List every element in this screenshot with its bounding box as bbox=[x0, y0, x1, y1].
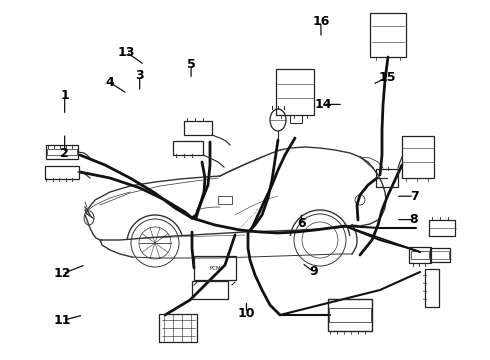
Bar bbox=[276, 69, 314, 115]
Bar bbox=[431, 251, 449, 259]
Text: 3: 3 bbox=[135, 69, 144, 82]
Text: 9: 9 bbox=[309, 265, 318, 278]
Bar bbox=[429, 220, 455, 236]
Bar bbox=[47, 149, 77, 155]
Bar bbox=[328, 299, 372, 331]
Text: 11: 11 bbox=[54, 314, 72, 327]
Bar bbox=[290, 115, 302, 123]
Bar bbox=[402, 136, 434, 178]
Text: 1: 1 bbox=[60, 89, 69, 102]
Text: 13: 13 bbox=[118, 46, 135, 59]
Text: PCM: PCM bbox=[209, 266, 221, 270]
Text: 7: 7 bbox=[410, 190, 418, 203]
Text: 6: 6 bbox=[297, 217, 306, 230]
Text: 8: 8 bbox=[410, 213, 418, 226]
Text: 16: 16 bbox=[312, 15, 330, 28]
Text: 10: 10 bbox=[238, 307, 255, 320]
Bar bbox=[409, 247, 431, 263]
Text: 12: 12 bbox=[54, 267, 72, 280]
Text: 4: 4 bbox=[106, 76, 115, 89]
Bar bbox=[46, 145, 78, 159]
Bar bbox=[425, 269, 439, 307]
Bar bbox=[184, 121, 212, 135]
Bar bbox=[411, 251, 429, 259]
Bar bbox=[370, 13, 406, 57]
Ellipse shape bbox=[270, 109, 286, 131]
Bar bbox=[45, 166, 79, 179]
Bar bbox=[194, 256, 236, 280]
Text: 5: 5 bbox=[187, 58, 196, 71]
Bar bbox=[376, 169, 398, 187]
Bar bbox=[218, 196, 232, 204]
Text: 15: 15 bbox=[378, 71, 396, 84]
Bar bbox=[430, 248, 450, 262]
Bar bbox=[173, 141, 203, 155]
Text: 14: 14 bbox=[315, 98, 332, 111]
Bar bbox=[192, 281, 228, 299]
Bar bbox=[329, 308, 371, 322]
Bar bbox=[159, 314, 197, 342]
Text: 2: 2 bbox=[60, 147, 69, 159]
